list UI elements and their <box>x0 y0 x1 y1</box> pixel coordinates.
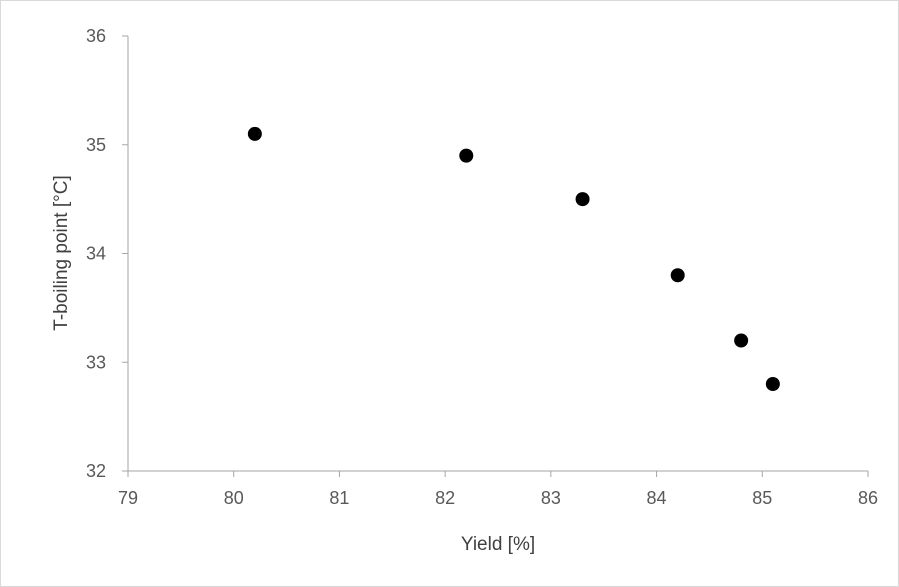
data-point <box>734 333 749 348</box>
y-tick-label: 34 <box>86 244 106 264</box>
axes <box>127 36 868 472</box>
x-tick-label: 80 <box>224 488 244 508</box>
x-axis-title: Yield [%] <box>461 534 535 555</box>
x-tick-label: 85 <box>752 488 772 508</box>
y-tick-label: 33 <box>86 352 106 372</box>
y-tick-label: 36 <box>86 26 106 46</box>
x-tick-label: 84 <box>647 488 667 508</box>
x-tick-label: 86 <box>858 488 878 508</box>
x-tick-label: 82 <box>435 488 455 508</box>
x-tick-label: 81 <box>329 488 349 508</box>
data-point <box>247 126 262 141</box>
y-axis-ticks: 32 33 34 35 36 <box>86 26 128 481</box>
y-axis-title: T-boiling point [°C] <box>51 175 72 330</box>
data-point <box>459 148 474 163</box>
data-point <box>765 377 780 391</box>
data-points <box>247 126 780 391</box>
data-point <box>575 192 590 207</box>
x-tick-label: 83 <box>541 488 561 508</box>
y-tick-label: 35 <box>86 135 106 155</box>
x-tick-label: 79 <box>118 488 138 508</box>
data-point <box>670 268 685 283</box>
y-tick-label: 32 <box>86 461 106 481</box>
x-axis-ticks: 79 80 81 82 83 84 85 86 <box>118 471 878 508</box>
